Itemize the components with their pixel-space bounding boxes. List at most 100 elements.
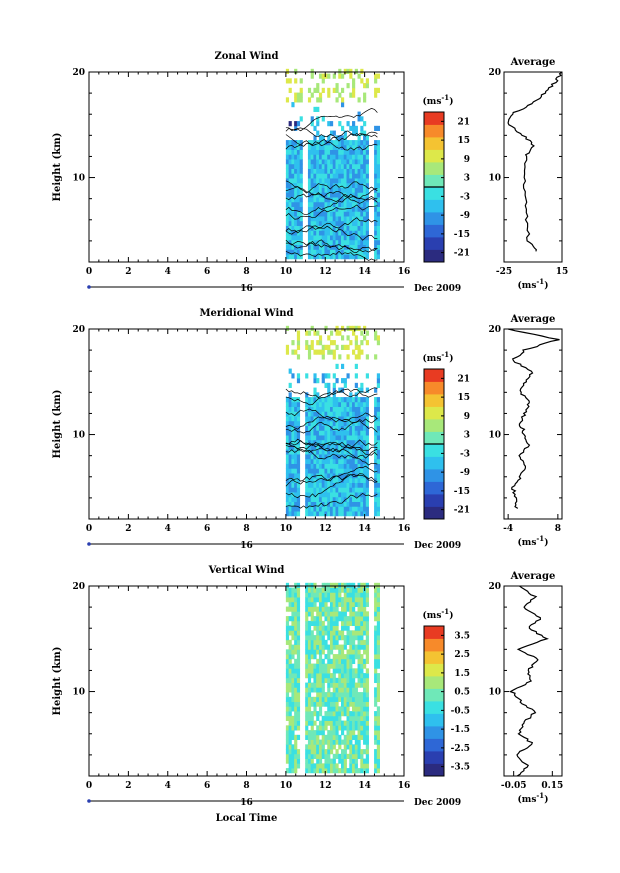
heatmap-cell [374, 673, 378, 679]
heatmap-cell [332, 601, 336, 607]
heatmap-cell [327, 582, 331, 588]
heatmap-cell [307, 639, 312, 645]
heatmap-cell [318, 97, 323, 103]
heatmap-cell [343, 601, 347, 607]
heatmap-cell [313, 744, 317, 750]
heatmap-cell [332, 411, 336, 417]
heatmap-cell [321, 173, 325, 179]
heatmap-cell [365, 216, 369, 222]
heatmap-cell [365, 673, 369, 679]
heatmap-cell [365, 620, 369, 626]
heatmap-cell [307, 149, 312, 155]
heatmap-cell [357, 216, 361, 222]
heatmap-cell [310, 430, 314, 436]
heatmap-cell [346, 216, 350, 222]
heatmap-cell [313, 159, 317, 165]
heatmap-cell [376, 159, 380, 165]
heatmap-cell [341, 220, 345, 226]
heatmap-cell [307, 611, 312, 617]
heatmap-cell [305, 701, 309, 707]
heatmap-cell [310, 244, 314, 250]
heatmap-cell [349, 325, 353, 331]
heatmap-cell [341, 182, 345, 188]
heatmap-cell [354, 430, 358, 436]
heatmap-cell [307, 235, 312, 241]
heatmap-cell [305, 420, 309, 426]
heatmap-cell [332, 211, 336, 217]
heatmap-cell [352, 220, 356, 226]
heatmap-cell [376, 201, 380, 207]
heatmap-cell [357, 749, 361, 755]
heatmap-cell [321, 492, 325, 498]
heatmap-cell [316, 597, 320, 603]
colorbar-tick-label: -3 [460, 449, 470, 459]
heatmap-cell [338, 397, 342, 403]
heatmap-cell [313, 501, 317, 507]
heatmap-cell [352, 140, 356, 146]
heatmap-cell [318, 663, 323, 669]
heatmap-cell [329, 715, 334, 721]
heatmap-cell [354, 416, 358, 422]
heatmap-cell [352, 454, 356, 460]
heatmap-cell [374, 144, 378, 150]
heatmap-cell [291, 102, 295, 108]
heatmap-cell [343, 454, 347, 460]
heatmap-cell [360, 235, 364, 241]
heatmap-cell [341, 635, 345, 641]
heatmap-cell [318, 682, 323, 688]
heatmap-cell [354, 420, 358, 426]
heatmap-cell [329, 597, 334, 603]
heatmap-cell [363, 192, 367, 198]
heatmap-cell [343, 68, 347, 74]
heatmap-cell [294, 715, 298, 721]
heatmap-cell [294, 768, 298, 774]
heatmap-cell [349, 715, 353, 721]
heatmap-cell [365, 496, 369, 502]
heatmap-cell [294, 121, 298, 127]
heatmap-cell [341, 249, 345, 255]
heatmap-cell [329, 663, 334, 669]
x-tick-label: 6 [204, 781, 210, 791]
heatmap-cell [349, 616, 353, 622]
heatmap-cell [374, 211, 378, 217]
heatmap-cell [357, 730, 361, 736]
heatmap-cell [341, 411, 345, 417]
heatmap-cell [288, 477, 292, 483]
heatmap-cell [346, 163, 350, 169]
heatmap-cell [338, 211, 342, 217]
heatmap-cell [285, 758, 290, 764]
heatmap-cell [288, 211, 292, 217]
heatmap-cell [363, 211, 367, 217]
heatmap-cell [341, 611, 345, 617]
heatmap-cell [291, 601, 295, 607]
heatmap-cell [296, 625, 301, 631]
heatmap-cell [341, 692, 345, 698]
heatmap-cell [318, 178, 323, 184]
heatmap-cell [349, 687, 353, 693]
heatmap-cell [288, 216, 292, 222]
heatmap-cell [338, 168, 342, 174]
heatmap-cell [310, 501, 314, 507]
colorbar-swatch [424, 224, 444, 238]
heatmap-cell [321, 701, 325, 707]
heatmap-cell [352, 87, 356, 93]
heatmap-cell [360, 477, 364, 483]
heatmap-cell [294, 611, 298, 617]
heatmap-cell [338, 654, 342, 660]
heatmap-cell [346, 244, 350, 250]
heatmap-cell [294, 149, 298, 155]
heatmap-cell [341, 173, 345, 179]
heatmap-cell [360, 444, 364, 450]
heatmap-cell [365, 625, 369, 631]
heatmap-cell [305, 506, 309, 512]
heatmap-cell [346, 635, 350, 641]
heatmap-cell [324, 492, 328, 498]
date-axis-marker [87, 799, 91, 803]
heatmap-cell [316, 658, 320, 664]
heatmap-cell [332, 468, 336, 474]
heatmap-cell [352, 668, 356, 674]
heatmap-cell [354, 254, 358, 260]
heatmap-cell [307, 758, 312, 764]
heatmap-cell [313, 734, 317, 740]
heatmap-cell [316, 668, 320, 674]
